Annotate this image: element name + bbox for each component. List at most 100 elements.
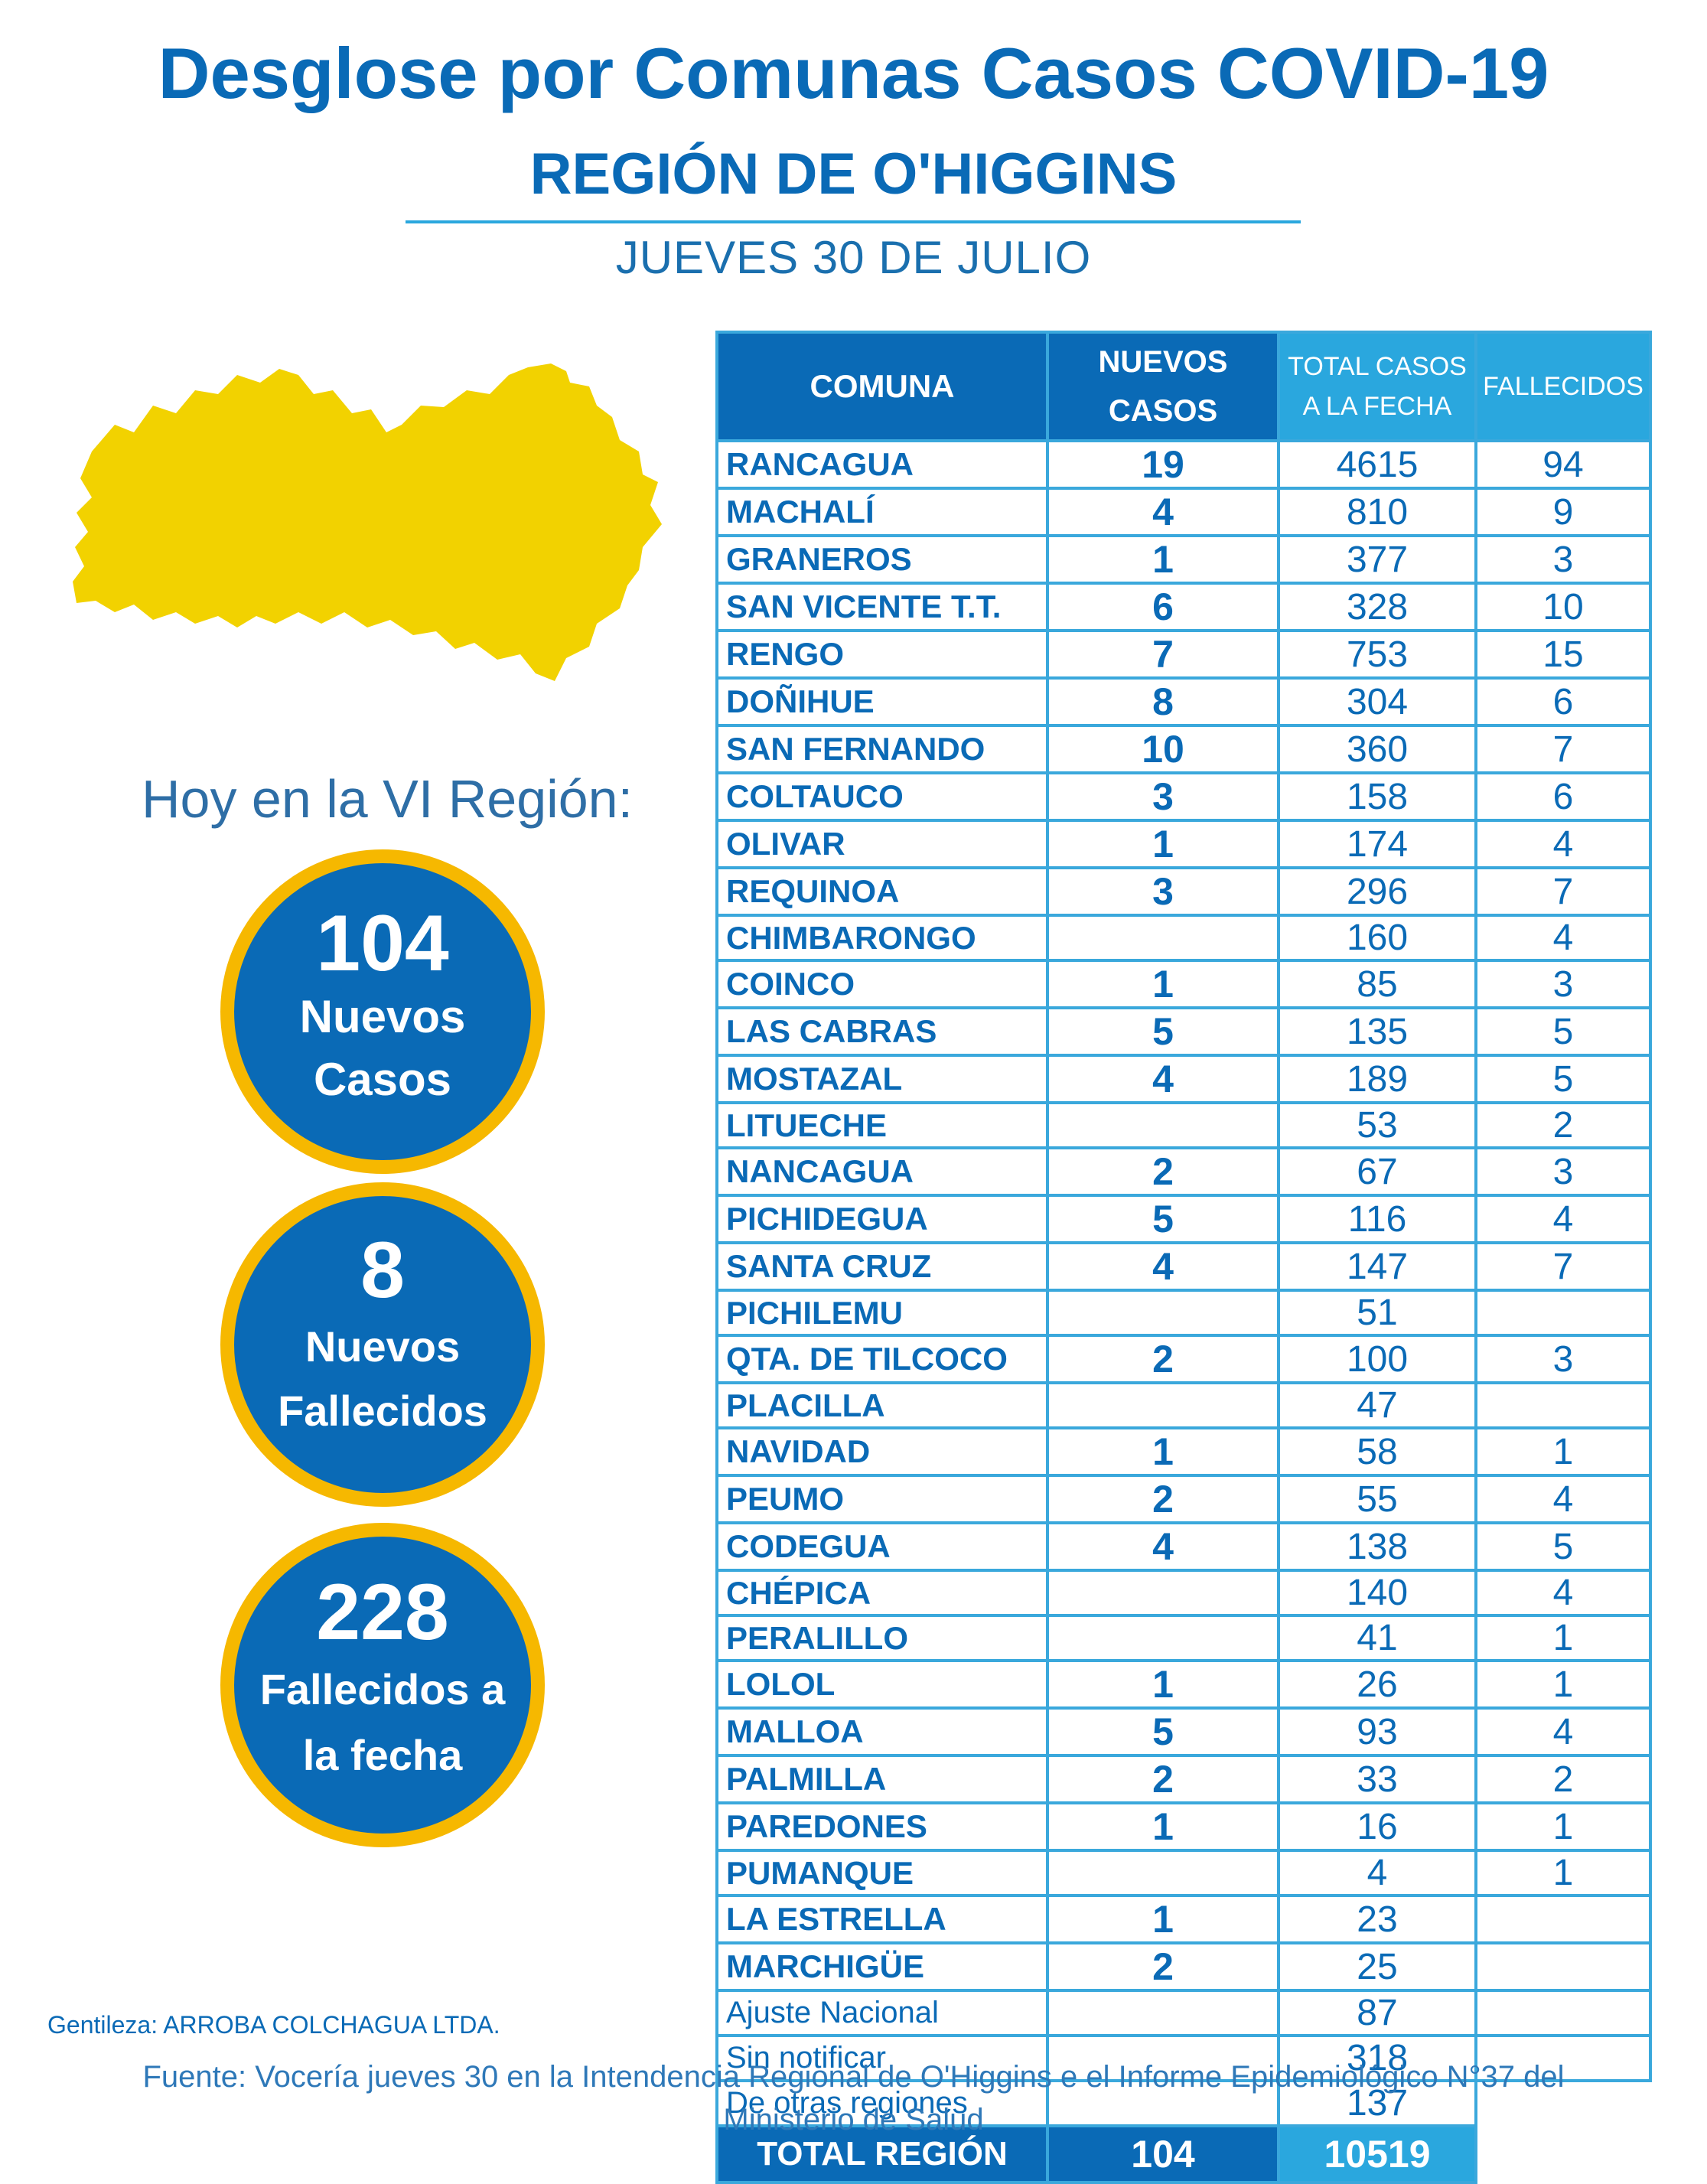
- cell-comuna: PERALILLO: [715, 1614, 1049, 1662]
- table-row: COLTAUCO 3 158 6: [715, 771, 1652, 822]
- cell-comuna: CHÉPICA: [715, 1569, 1049, 1617]
- col-header-nuevos: NUEVOS CASOS: [1046, 331, 1280, 442]
- cell-comuna: Sin notificar: [715, 2034, 1049, 2082]
- cell-fallecidos: [1474, 1289, 1652, 1337]
- cell-fallecidos: 1: [1474, 1849, 1652, 1897]
- cell-comuna: SANTA CRUZ: [715, 1241, 1049, 1292]
- cell-total: 41: [1277, 1614, 1477, 1662]
- cell-nuevos: 2: [1046, 1941, 1280, 1992]
- cell-total: 810: [1277, 487, 1477, 537]
- cell-comuna: CODEGUA: [715, 1521, 1049, 1572]
- cell-total: 16: [1277, 1801, 1477, 1852]
- cell-comuna: REQUINOA: [715, 866, 1049, 917]
- cell-nuevos: [1046, 1381, 1280, 1429]
- cell-nuevos: 3: [1046, 866, 1280, 917]
- source-line-2: Ministerio de Salud: [723, 2103, 984, 2137]
- cell-total: 25: [1277, 1941, 1477, 1992]
- cell-nuevos: 5: [1046, 1706, 1280, 1757]
- cell-comuna: QTA. DE TILCOCO: [715, 1334, 1049, 1384]
- cell-total: 51: [1277, 1289, 1477, 1337]
- table-row: RENGO 7 753 15: [715, 629, 1652, 680]
- cell-comuna: PAREDONES: [715, 1801, 1049, 1852]
- table-row: MOSTAZAL 4 189 5: [715, 1054, 1652, 1104]
- cell-fallecidos: 3: [1474, 1146, 1652, 1197]
- cell-fallecidos: 1: [1474, 1614, 1652, 1662]
- table-row: PUMANQUE 4 1: [715, 1849, 1652, 1897]
- cell-fallecidos: [1474, 1894, 1652, 1944]
- cell-nuevos: 3: [1046, 771, 1280, 822]
- cell-total: 360: [1277, 724, 1477, 774]
- cell-comuna: GRANEROS: [715, 534, 1049, 585]
- cell-nuevos: 2: [1046, 1146, 1280, 1197]
- cell-total: 147: [1277, 1241, 1477, 1292]
- cell-fallecidos: [1474, 1941, 1652, 1992]
- cell-fallecidos: 94: [1474, 439, 1652, 490]
- cell-comuna: DOÑIHUE: [715, 676, 1049, 727]
- cell-comuna: MARCHIGÜE: [715, 1941, 1049, 1992]
- cell-comuna: PALMILLA: [715, 1754, 1049, 1804]
- table-row: GRANEROS 1 377 3: [715, 534, 1652, 585]
- cell-comuna: MOSTAZAL: [715, 1054, 1049, 1104]
- col-header-total: TOTAL CASOS A LA FECHA: [1277, 331, 1477, 442]
- cell-nuevos: 1: [1046, 1894, 1280, 1944]
- cell-fallecidos: [1474, 1989, 1652, 2037]
- table-row: COINCO 1 85 3: [715, 959, 1652, 1009]
- region-subtitle: REGIÓN DE O'HIGGINS: [529, 142, 1178, 207]
- cell-nuevos: [1046, 914, 1280, 962]
- table-row: DOÑIHUE 8 304 6: [715, 676, 1652, 727]
- table-row: CHÉPICA 140 4: [715, 1569, 1652, 1617]
- cell-fallecidos: 4: [1474, 819, 1652, 869]
- cell-nuevos: [1046, 2079, 1280, 2127]
- cell-comuna: CHIMBARONGO: [715, 914, 1049, 962]
- cell-total: 174: [1277, 819, 1477, 869]
- cell-total: 4615: [1277, 439, 1477, 490]
- cell-comuna: COLTAUCO: [715, 771, 1049, 822]
- report-date: JUEVES 30 DE JULIO: [615, 232, 1092, 283]
- cell-nuevos: [1046, 1614, 1280, 1662]
- cell-total: 55: [1277, 1474, 1477, 1524]
- table-row: PERALILLO 41 1: [715, 1614, 1652, 1662]
- cell-fallecidos: 3: [1474, 959, 1652, 1009]
- cell-total: 93: [1277, 1706, 1477, 1757]
- cell-nuevos: 4: [1046, 1054, 1280, 1104]
- cell-comuna: PEUMO: [715, 1474, 1049, 1524]
- source-line-1: Fuente: Vocería jueves 30 en la Intenden…: [142, 2060, 1565, 2094]
- cell-comuna: PICHIDEGUA: [715, 1194, 1049, 1244]
- cell-nuevos: 1: [1046, 1801, 1280, 1852]
- today-heading: Hoy en la VI Región:: [142, 769, 634, 829]
- cell-nuevos: 2: [1046, 1334, 1280, 1384]
- cell-nuevos: [1046, 1989, 1280, 2037]
- new-cases-circle: 104 Nuevos Casos: [220, 849, 545, 1174]
- col-header-nuevos-1: NUEVOS: [1098, 345, 1228, 379]
- cell-total: 753: [1277, 629, 1477, 680]
- cell-total: 140: [1277, 1569, 1477, 1617]
- cell-fallecidos: 15: [1474, 629, 1652, 680]
- table-row: LOLOL 1 26 1: [715, 1659, 1652, 1710]
- table-row: RANCAGUA 19 4615 94: [715, 439, 1652, 490]
- cell-fallecidos: 7: [1474, 724, 1652, 774]
- cell-fallecidos: 1: [1474, 1801, 1652, 1852]
- table-row-extra: Ajuste Nacional 87: [715, 1989, 1652, 2037]
- cell-comuna: PUMANQUE: [715, 1849, 1049, 1897]
- cell-total: 189: [1277, 1054, 1477, 1104]
- cell-comuna: COINCO: [715, 959, 1049, 1009]
- col-header-total-1: TOTAL CASOS: [1288, 352, 1467, 381]
- cell-comuna: De otras regiones: [715, 2079, 1049, 2127]
- cell-total: 135: [1277, 1006, 1477, 1057]
- cell-total: 53: [1277, 1101, 1477, 1149]
- total-deaths-label-1: Fallecidos a: [259, 1665, 506, 1713]
- cell-total: 33: [1277, 1754, 1477, 1804]
- cell-fallecidos: 4: [1474, 914, 1652, 962]
- table-row: PICHILEMU 51: [715, 1289, 1652, 1337]
- cell-nuevos: 2: [1046, 1754, 1280, 1804]
- new-deaths-value: 8: [360, 1226, 405, 1315]
- cell-nuevos: 1: [1046, 1659, 1280, 1710]
- table-row: MARCHIGÜE 2 25: [715, 1941, 1652, 1992]
- cell-total: 116: [1277, 1194, 1477, 1244]
- new-cases-label-2: Casos: [313, 1054, 452, 1105]
- table-row: NANCAGUA 2 67 3: [715, 1146, 1652, 1197]
- cell-nuevos: 4: [1046, 1521, 1280, 1572]
- table-body: RANCAGUA 19 4615 94 MACHALÍ 4 810 9 GRANEROS 1 377…: [715, 439, 1652, 2184]
- table-row: NAVIDAD 1 58 1: [715, 1426, 1652, 1477]
- cell-nuevos: 10: [1046, 724, 1280, 774]
